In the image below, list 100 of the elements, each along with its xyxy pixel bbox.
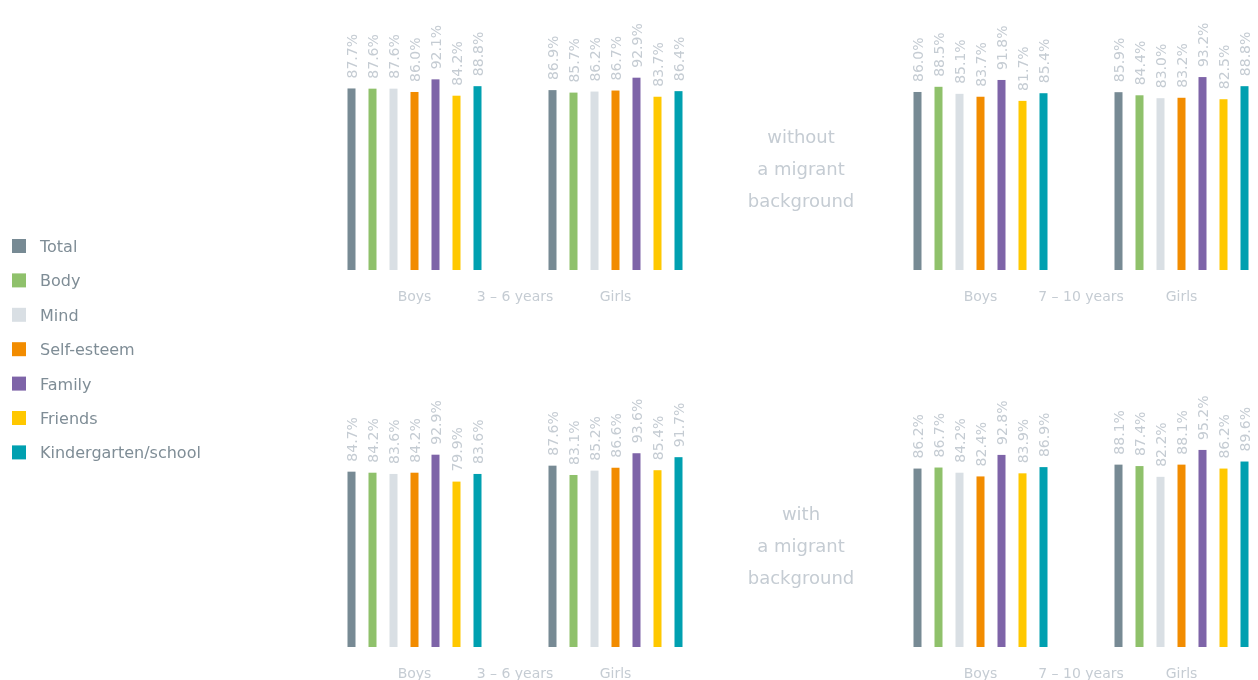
legend-label: Self-esteem — [40, 340, 135, 360]
data-label: 84.2% — [448, 41, 465, 86]
bar — [452, 481, 461, 647]
data-label: 92.1% — [427, 24, 444, 70]
bar — [1114, 92, 1123, 270]
data-label: 91.8% — [993, 25, 1010, 70]
x-axis-title: 7 – 10 years — [1038, 665, 1124, 680]
data-label: 92.9% — [628, 23, 645, 68]
data-label: 87.6% — [364, 34, 381, 79]
data-label: 88.1% — [1173, 410, 1190, 455]
bar — [473, 86, 482, 270]
text: with a migrant background — [747, 503, 855, 588]
bar — [410, 472, 419, 647]
data-label: 82.5% — [1215, 44, 1232, 90]
bar — [389, 88, 398, 270]
data-label: 85.1% — [951, 39, 968, 84]
data-label: 86.9% — [1035, 412, 1052, 458]
bar — [1198, 449, 1207, 647]
x-axis-title: 7 – 10 years — [1038, 288, 1124, 304]
legend-label: Family — [40, 374, 92, 394]
text: without a migrant background — [747, 126, 855, 211]
bar — [1039, 93, 1048, 270]
x-tick-label: Boys — [397, 665, 432, 680]
legend-label: Kindergarten/school — [40, 443, 201, 463]
data-label: 88.8% — [1236, 31, 1253, 77]
bar — [976, 96, 985, 270]
bar — [653, 96, 662, 270]
bar — [632, 453, 641, 647]
bar — [976, 476, 985, 647]
bar — [997, 79, 1006, 270]
bar — [368, 472, 377, 647]
data-label: 83.7% — [649, 42, 666, 87]
bar — [611, 467, 620, 647]
bar — [1018, 100, 1027, 270]
bar — [1135, 95, 1144, 270]
bar — [389, 473, 398, 647]
data-label: 84.7% — [343, 417, 360, 462]
data-label: 84.2% — [364, 418, 381, 463]
data-label: 84.2% — [951, 418, 968, 463]
bar — [1240, 86, 1249, 270]
bar — [1156, 98, 1165, 270]
bar — [569, 474, 578, 647]
bar — [1177, 464, 1186, 647]
data-label: 83.6% — [469, 419, 486, 464]
x-axis-title: 3 – 6 years — [476, 665, 554, 680]
data-label: 93.6% — [628, 398, 645, 444]
legend-label: Friends — [40, 409, 98, 428]
data-label: 85.2% — [586, 416, 603, 461]
data-label: 85.9% — [1110, 37, 1127, 83]
data-label: 83.0% — [1152, 43, 1169, 89]
x-tick-label: Boys — [397, 288, 432, 304]
bar — [653, 470, 662, 647]
data-label: 89.6% — [1236, 407, 1253, 452]
bar — [955, 472, 964, 647]
bar — [1135, 466, 1144, 647]
x-tick-label: Boys — [963, 288, 998, 304]
bar — [1177, 97, 1186, 270]
legend-label: Total — [39, 237, 78, 256]
data-label: 86.2% — [586, 37, 603, 82]
bar — [548, 90, 557, 270]
data-label: 86.7% — [607, 36, 624, 81]
data-label: 86.0% — [406, 37, 423, 82]
data-label: 83.9% — [1014, 418, 1031, 464]
bar — [410, 91, 419, 270]
bar — [1198, 77, 1207, 270]
bar — [1219, 468, 1228, 647]
bar — [913, 91, 922, 270]
legend-label: Mind — [40, 305, 79, 325]
bar — [955, 93, 964, 270]
bar — [1018, 473, 1027, 647]
data-label: 87.6% — [385, 34, 402, 79]
data-label: 88.5% — [930, 32, 947, 77]
bar — [452, 95, 461, 270]
x-tick-label: Girls — [1165, 665, 1198, 680]
bar — [1114, 464, 1123, 647]
x-tick-label: Girls — [599, 288, 632, 304]
bar — [569, 92, 578, 270]
bar — [590, 91, 599, 270]
data-label: 85.7% — [565, 38, 582, 83]
data-label: 86.2% — [909, 414, 926, 459]
bar — [1156, 476, 1165, 647]
data-label: 92.8% — [993, 400, 1010, 445]
data-label: 87.7% — [343, 33, 360, 79]
data-label: 86.2% — [1215, 414, 1232, 459]
bar — [934, 467, 943, 647]
bar — [913, 468, 922, 647]
bar — [347, 88, 356, 270]
data-label: 93.2% — [1194, 22, 1211, 68]
bar — [548, 465, 557, 647]
data-label: 84.2% — [406, 418, 423, 463]
data-label: 82.4% — [972, 421, 989, 467]
data-label: 83.1% — [565, 420, 582, 465]
bar — [934, 86, 943, 270]
bar — [674, 457, 683, 647]
data-label: 82.2% — [1152, 422, 1169, 467]
data-label: 87.4% — [1131, 411, 1148, 457]
bar — [1039, 467, 1048, 647]
x-tick-label: Girls — [1165, 288, 1198, 304]
data-label: 85.4% — [649, 415, 666, 461]
data-label: 88.1% — [1110, 410, 1127, 455]
